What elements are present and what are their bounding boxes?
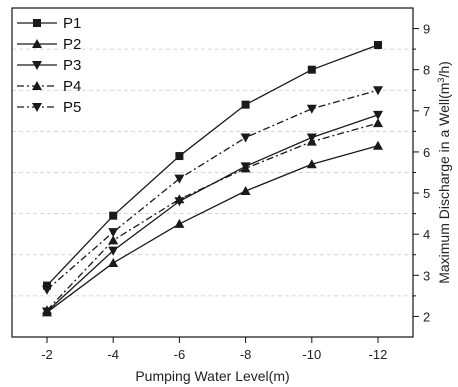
y-axis-title-main: Maximum Discharge in a Well(m	[436, 83, 452, 284]
y-tick-label: 8	[423, 63, 430, 78]
y-tick-label: 6	[423, 145, 430, 160]
data-point	[374, 41, 382, 50]
y-tick-label: 7	[423, 104, 430, 119]
data-point	[373, 86, 383, 96]
x-tick-label: -4	[107, 347, 119, 362]
legend-label: P2	[63, 36, 81, 53]
data-point	[373, 140, 383, 150]
x-tick-label: -2	[41, 347, 53, 362]
data-point	[108, 228, 119, 238]
x-tick-label: -10	[302, 347, 321, 362]
y-axis-title: Maximum Discharge in a Well(m3/h)	[436, 61, 452, 284]
data-point	[42, 305, 52, 315]
legend-label: P1	[63, 15, 81, 32]
y-axis: 2 3 4 5 6 7 8 9	[413, 22, 430, 324]
x-tick-label: -8	[240, 347, 252, 362]
x-axis-title: Pumping Water Level(m)	[135, 368, 289, 384]
x-tick-label: -6	[174, 347, 186, 362]
data-point	[42, 285, 52, 295]
data-point	[241, 100, 250, 109]
y-axis-title-tail: /h)	[436, 61, 452, 77]
data-point	[373, 110, 383, 120]
y-axis-title-sup: 3	[436, 78, 446, 83]
legend-item: P1	[17, 15, 81, 32]
series-p3	[42, 110, 383, 317]
data-point	[108, 235, 119, 245]
y-tick-label: 5	[423, 186, 430, 201]
y-tick-label: 3	[423, 268, 430, 283]
data-point	[307, 65, 316, 74]
legend-marker	[32, 61, 42, 70]
series-line	[46, 145, 379, 313]
data-point	[108, 257, 119, 267]
data-point	[306, 136, 317, 146]
data-point	[373, 118, 383, 128]
data-point	[108, 246, 119, 256]
y-tick-label: 2	[423, 309, 430, 324]
data-point	[240, 186, 251, 196]
series-p4	[42, 118, 383, 315]
legend: P1 P2 P3 P4 P5	[17, 15, 81, 116]
data-point	[240, 133, 251, 143]
legend-item: P4	[17, 78, 81, 95]
data-point	[174, 194, 185, 204]
y-tick-label: 9	[423, 22, 430, 37]
legend-label: P5	[63, 99, 81, 116]
legend-item: P5	[17, 99, 81, 116]
legend-item: P2	[17, 36, 81, 53]
legend-marker	[32, 103, 42, 112]
legend-label: P3	[63, 57, 81, 74]
grid-lines	[12, 48, 413, 297]
series-p1	[43, 41, 382, 290]
data-point	[175, 152, 184, 161]
data-point	[174, 174, 185, 184]
series-line	[46, 114, 379, 312]
series-line	[46, 89, 379, 291]
series-p5	[42, 86, 383, 295]
x-tick-label: -12	[369, 347, 388, 362]
data-point	[174, 218, 185, 228]
series-p2	[42, 140, 383, 317]
data-point	[306, 159, 317, 169]
legend-label: P4	[63, 78, 81, 95]
series-line	[46, 44, 379, 287]
legend-item: P3	[17, 57, 81, 74]
legend-marker	[32, 39, 42, 48]
series-group	[42, 41, 383, 317]
data-point	[43, 281, 51, 290]
legend-marker	[33, 19, 41, 27]
data-point	[240, 163, 251, 173]
x-axis: -2 -4 -6 -8 -10 -12	[41, 337, 387, 362]
data-point	[109, 211, 118, 220]
series-line	[46, 122, 379, 311]
y-tick-label: 4	[423, 227, 430, 242]
data-point	[306, 104, 317, 114]
legend-marker	[32, 81, 42, 90]
